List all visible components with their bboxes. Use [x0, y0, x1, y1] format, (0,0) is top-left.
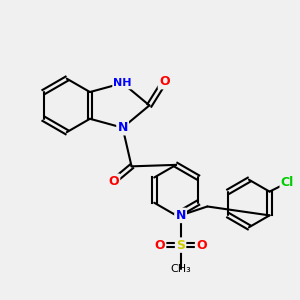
Text: O: O	[196, 238, 207, 252]
Text: N: N	[176, 209, 186, 222]
Text: S: S	[176, 238, 185, 252]
Text: O: O	[108, 175, 119, 188]
Text: O: O	[159, 75, 169, 88]
Text: NH: NH	[113, 78, 132, 88]
Text: N: N	[118, 121, 128, 134]
Text: Cl: Cl	[281, 176, 294, 189]
Text: O: O	[154, 238, 165, 252]
Text: CH₃: CH₃	[170, 264, 191, 274]
